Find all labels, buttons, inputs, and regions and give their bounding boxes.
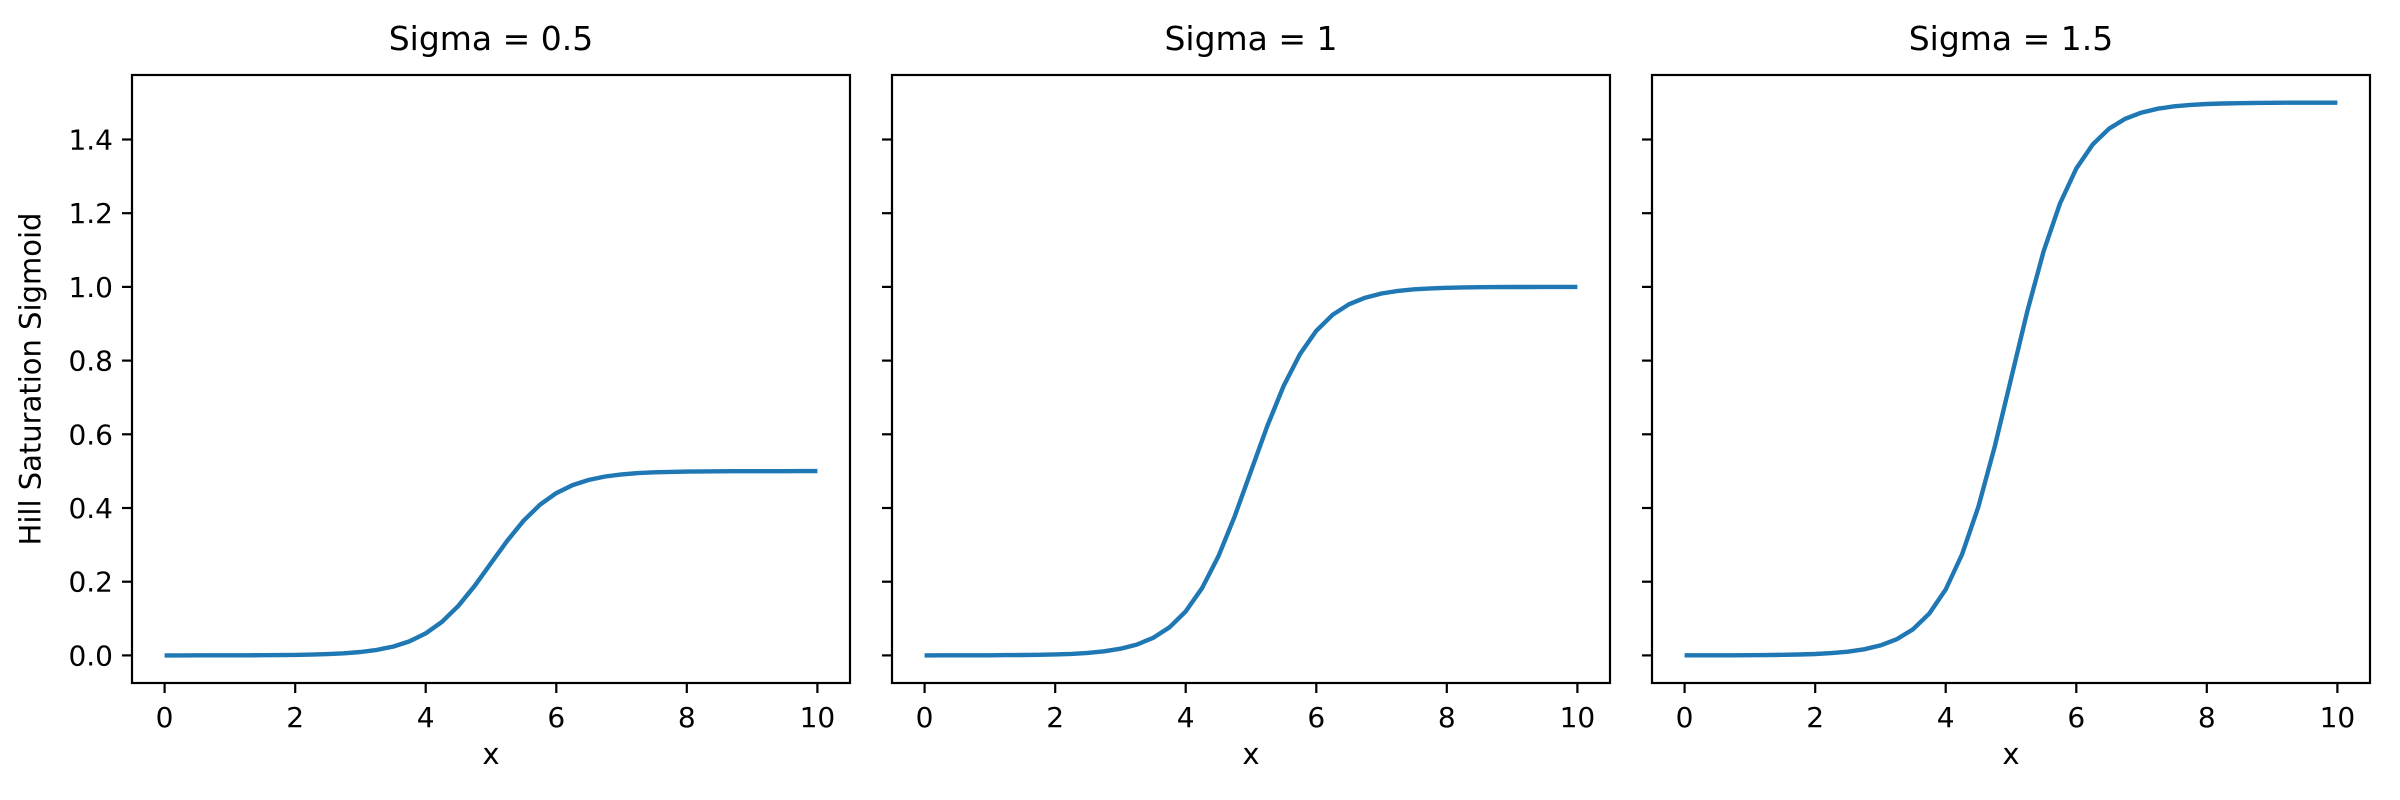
- x-axis-tick-label: 4: [1177, 701, 1195, 734]
- subplot-3: 0 2 4 6 8 10: [1642, 73, 2372, 734]
- x-axis-tick-label: 0: [916, 701, 934, 734]
- x-axis-tick-label: 6: [2067, 701, 2085, 734]
- x-axis-tick-label: 0: [156, 701, 174, 734]
- x-axis-tick-label: 8: [678, 701, 696, 734]
- y-axis-tick-label: 0.0: [68, 639, 113, 672]
- subplot-2-xaxis-label: x: [1242, 737, 1260, 771]
- subplot-2: 0 2 4 6 8 10: [882, 73, 1612, 734]
- x-axis-tick-label: 2: [1806, 701, 1824, 734]
- y-axis-tick-label: 0.8: [68, 345, 113, 378]
- x-axis-tick-label: 10: [2320, 701, 2356, 734]
- x-axis-tick-label: 2: [286, 701, 304, 734]
- axes-spines: [1650, 73, 2372, 685]
- x-axis-tick-label: 0: [1676, 701, 1694, 734]
- y-axis-tick-label: 1.4: [68, 124, 113, 157]
- axes-spines: [890, 73, 1612, 685]
- y-axis-tick-label: 0.6: [68, 418, 113, 451]
- x-axis-tick-label: 10: [800, 701, 836, 734]
- sigmoid-curve: [1684, 100, 2338, 658]
- x-axis-tick-label: 8: [2198, 701, 2216, 734]
- x-axis-tick-label: 6: [1307, 701, 1325, 734]
- subplot-3-title: Sigma = 1.5: [1908, 19, 2114, 58]
- y-axis-tick-label: 0.4: [68, 492, 113, 525]
- x-axis-tick-label: 4: [1937, 701, 1955, 734]
- x-axis-tick-label: 4: [417, 701, 435, 734]
- subplot-3-xaxis-label: x: [2002, 737, 2020, 771]
- subplot-1-xaxis-label: x: [482, 737, 500, 771]
- axes-spines: [130, 73, 852, 685]
- x-axis-tick-label: 8: [1438, 701, 1456, 734]
- x-axis-tick-label: 6: [547, 701, 565, 734]
- x-axis-tick-label: 2: [1046, 701, 1064, 734]
- y-axis-tick-label: 1.0: [68, 271, 113, 304]
- y-axis-tick-label: 1.2: [68, 197, 113, 230]
- yaxis-label: Hill Saturation Sigmoid: [13, 212, 48, 546]
- subplot-1: 0 2 4 6 8 10 0.0 0.2 0.4 0.6 0.8 1.0 1.2 1.4: [68, 73, 852, 734]
- subplot-1-title: Sigma = 0.5: [388, 19, 594, 58]
- subplot-2-title: Sigma = 1: [1164, 19, 1338, 58]
- sigmoid-curve: [924, 284, 1578, 658]
- sigmoid-curve: [164, 468, 818, 658]
- y-axis-tick-label: 0.2: [68, 566, 113, 599]
- x-axis-tick-label: 10: [1560, 701, 1596, 734]
